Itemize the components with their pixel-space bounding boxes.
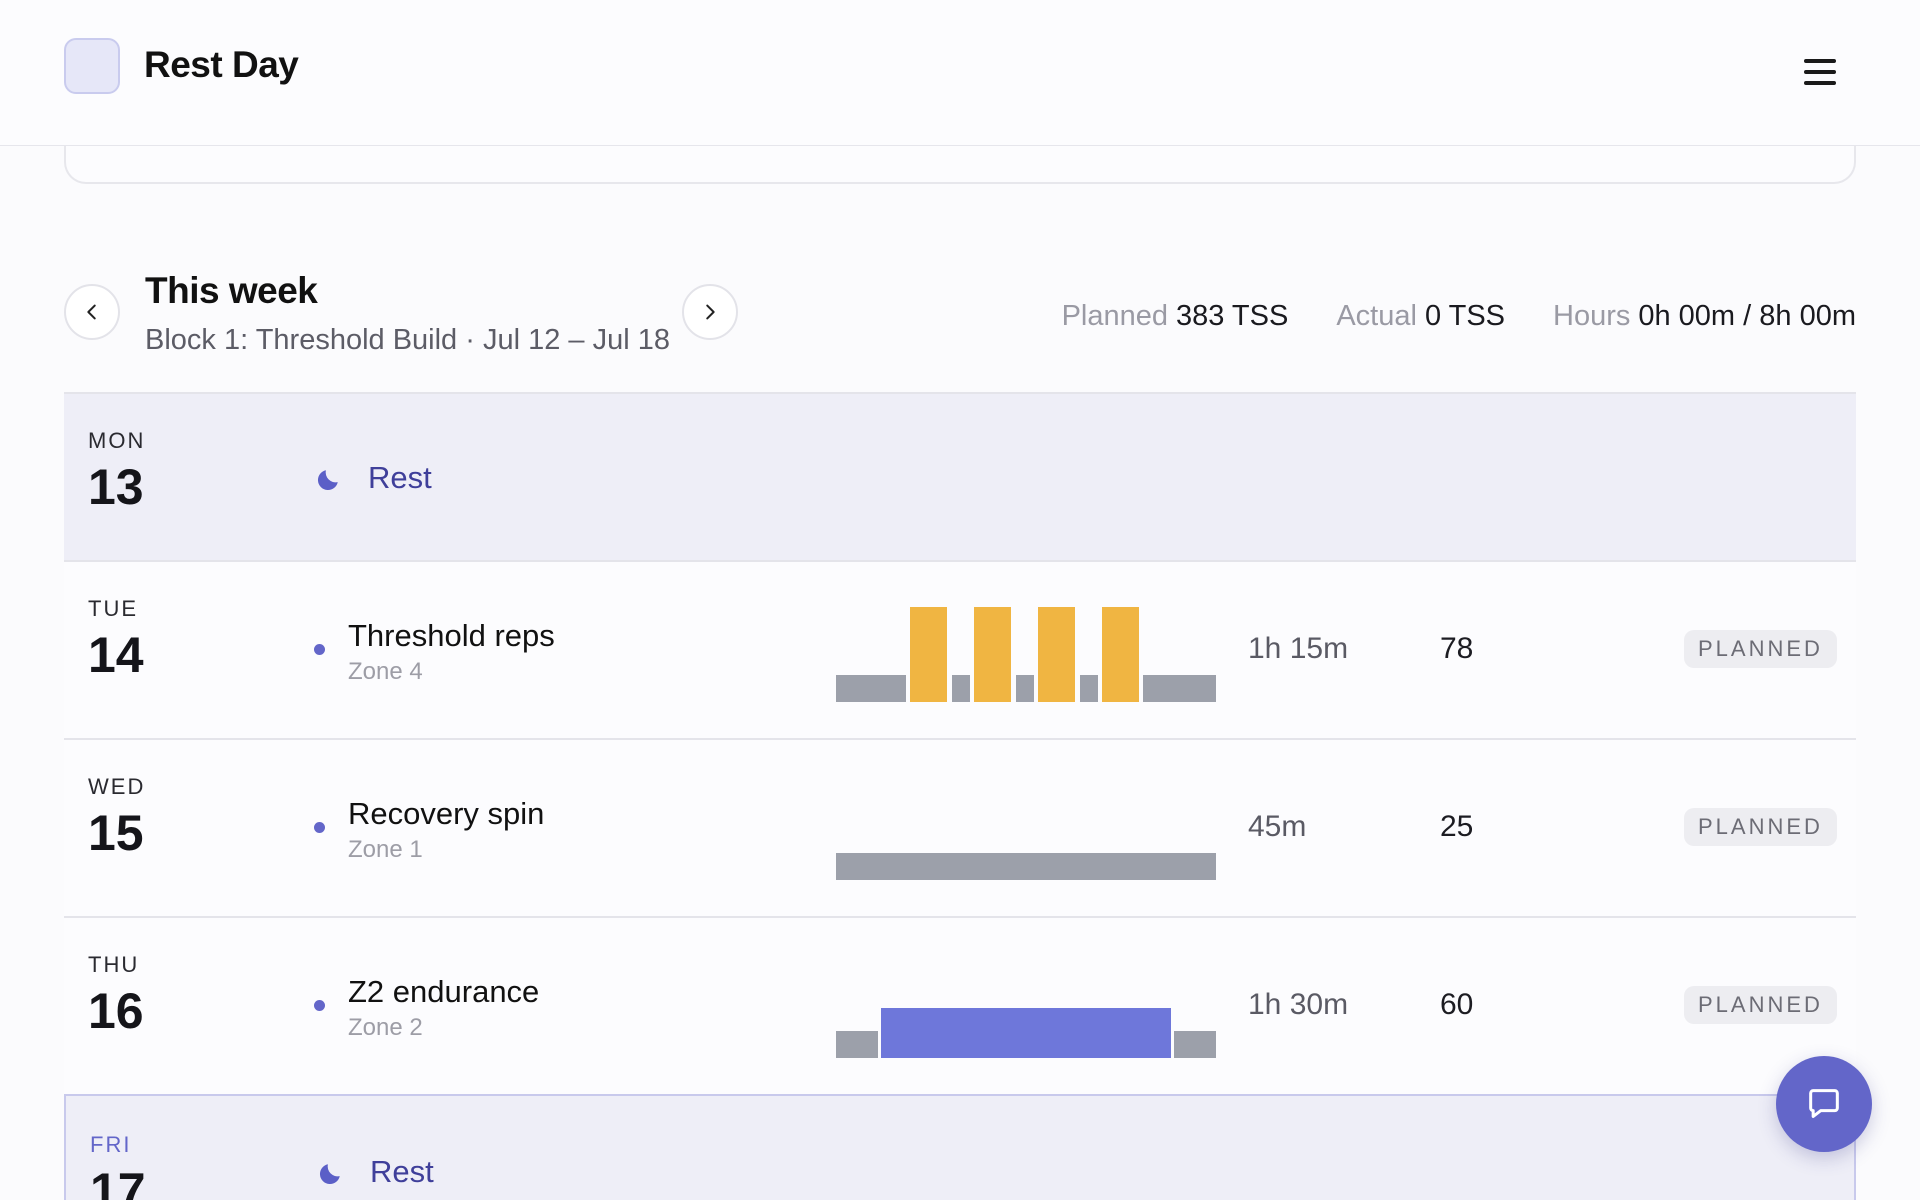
workout-zone: Zone 1 <box>348 836 423 863</box>
profile-bar-steady <box>836 853 1216 880</box>
chat-button[interactable] <box>1776 1056 1872 1152</box>
hamburger-menu-icon[interactable] <box>1798 52 1842 92</box>
workout-dot <box>314 644 325 655</box>
stat-hours: Hours 0h 00m / 8h 00m <box>1553 300 1856 332</box>
profile-bar-main <box>881 1008 1171 1058</box>
chat-bubble-icon <box>1809 1089 1839 1118</box>
week-title: This week <box>145 270 318 311</box>
workout-tss: 78 <box>1440 632 1474 665</box>
rest-label: Rest <box>368 460 432 495</box>
workout-tss: 25 <box>1440 810 1474 843</box>
day-number: 15 <box>88 805 144 861</box>
workout-duration: 45m <box>1248 810 1307 843</box>
day-row-mon[interactable]: MON 13 Rest <box>64 392 1856 560</box>
app-header: Rest Day <box>0 0 1920 146</box>
workout-tss: 60 <box>1440 988 1474 1021</box>
day-row-fri[interactable]: FRI 17 Rest <box>64 1094 1856 1200</box>
day-row-thu[interactable]: THU 16 Z2 endurance Zone 2 1h 30m 60 PLA… <box>64 916 1856 1094</box>
week-subtitle: Block 1: Threshold Build · Jul 12 – Jul … <box>145 324 670 356</box>
profile-bar-recovery <box>952 675 970 702</box>
profile-bar-recovery <box>1080 675 1098 702</box>
workout-profile-recovery <box>836 780 1216 880</box>
day-of-week: MON <box>88 428 146 453</box>
stat-planned: Planned 383 TSS <box>1061 300 1289 332</box>
day-number: 17 <box>90 1163 146 1200</box>
workout-dot <box>314 822 325 833</box>
workout-name: Z2 endurance <box>348 974 540 1009</box>
moon-icon <box>319 1164 340 1185</box>
workout-name: Threshold reps <box>348 618 555 653</box>
workout-duration: 1h 15m <box>1248 632 1349 665</box>
day-row-wed[interactable]: WED 15 Recovery spin Zone 1 45m 25 PLANN… <box>64 738 1856 916</box>
profile-bar-warmup <box>836 1031 878 1058</box>
workout-name: Recovery spin <box>348 796 545 831</box>
profile-bar-interval <box>1038 607 1075 702</box>
profile-bar-cooldown <box>1143 675 1216 702</box>
day-of-week: THU <box>88 952 140 977</box>
workout-duration: 1h 30m <box>1248 988 1349 1021</box>
moon-icon <box>317 470 338 491</box>
rest-label: Rest <box>370 1154 434 1189</box>
status-badge: PLANNED <box>1684 986 1837 1024</box>
chevron-left-icon <box>87 304 96 320</box>
workout-zone: Zone 4 <box>348 658 423 685</box>
day-row-tue[interactable]: TUE 14 Threshold reps Zone 4 1h 15m 78 P… <box>64 560 1856 738</box>
chevron-right-icon <box>706 304 715 320</box>
profile-bar-cooldown <box>1174 1031 1216 1058</box>
workout-zone: Zone 2 <box>348 1014 423 1041</box>
app-title: Rest Day <box>144 44 299 85</box>
status-badge: PLANNED <box>1684 630 1837 668</box>
status-badge: PLANNED <box>1684 808 1837 846</box>
day-of-week: TUE <box>88 596 138 621</box>
week-schedule: MON 13 Rest TUE 14 Threshold reps Zone 4… <box>64 392 1856 1200</box>
profile-bar-warmup <box>836 675 906 702</box>
previous-week-button[interactable] <box>64 284 120 340</box>
day-number: 14 <box>88 627 144 683</box>
profile-bar-interval <box>910 607 947 702</box>
workout-profile-threshold <box>836 602 1216 702</box>
profile-bar-recovery <box>1016 675 1034 702</box>
next-week-button[interactable] <box>682 284 738 340</box>
day-number: 13 <box>88 459 144 515</box>
day-of-week: FRI <box>90 1132 132 1157</box>
profile-bar-interval <box>1102 607 1139 702</box>
app-logo <box>64 38 120 94</box>
workout-profile-endurance <box>836 958 1216 1058</box>
day-of-week: WED <box>88 774 146 799</box>
day-number: 16 <box>88 983 144 1039</box>
stat-actual: Actual 0 TSS <box>1336 300 1505 332</box>
week-stats: Planned 383 TSS Actual 0 TSS Hours 0h 00m /… <box>1062 300 1856 333</box>
profile-bar-interval <box>974 607 1011 702</box>
workout-dot <box>314 1000 325 1011</box>
